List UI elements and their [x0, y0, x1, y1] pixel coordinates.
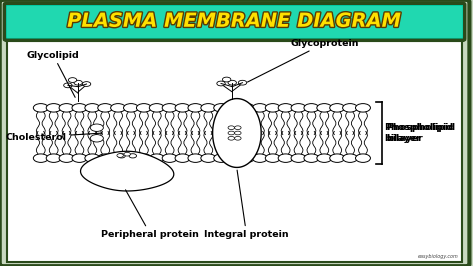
Circle shape [82, 82, 91, 86]
Circle shape [123, 104, 139, 112]
Circle shape [228, 131, 235, 135]
Circle shape [356, 154, 370, 162]
Circle shape [68, 78, 77, 82]
Circle shape [201, 104, 216, 112]
Circle shape [90, 124, 104, 131]
Circle shape [304, 104, 319, 112]
Circle shape [317, 104, 332, 112]
Text: Glycolipid: Glycolipid [27, 51, 79, 97]
Circle shape [265, 104, 280, 112]
Circle shape [64, 83, 72, 88]
Circle shape [235, 136, 241, 140]
Circle shape [317, 154, 332, 162]
Circle shape [342, 154, 358, 162]
Circle shape [162, 104, 177, 112]
Circle shape [59, 104, 74, 112]
Circle shape [278, 104, 293, 112]
Circle shape [46, 104, 61, 112]
Circle shape [304, 154, 319, 162]
Circle shape [217, 81, 225, 86]
Circle shape [238, 80, 247, 85]
Circle shape [59, 154, 74, 162]
Circle shape [33, 154, 48, 162]
Text: easybiology.com: easybiology.com [418, 254, 459, 259]
Circle shape [253, 104, 267, 112]
Circle shape [253, 154, 267, 162]
Circle shape [46, 154, 61, 162]
Circle shape [117, 154, 123, 157]
Text: Peripheral protein: Peripheral protein [102, 190, 199, 239]
Circle shape [214, 104, 228, 112]
Circle shape [239, 154, 254, 162]
Circle shape [72, 154, 87, 162]
Circle shape [188, 104, 203, 112]
Circle shape [239, 104, 254, 112]
Text: PLASMA MEMBRANE DIAGRAM: PLASMA MEMBRANE DIAGRAM [67, 12, 402, 31]
Circle shape [85, 104, 100, 112]
Polygon shape [213, 99, 261, 167]
Circle shape [74, 80, 82, 85]
Circle shape [291, 154, 306, 162]
Text: Cholesterol: Cholesterol [6, 133, 103, 142]
Circle shape [228, 126, 235, 130]
Circle shape [33, 104, 48, 112]
Circle shape [235, 131, 241, 135]
Circle shape [149, 154, 164, 162]
Circle shape [136, 104, 151, 112]
Circle shape [90, 135, 104, 142]
Text: Phospholipid
bilayer: Phospholipid bilayer [386, 123, 455, 143]
Circle shape [72, 104, 87, 112]
Circle shape [265, 154, 280, 162]
Polygon shape [80, 151, 174, 191]
Circle shape [98, 154, 113, 162]
Circle shape [330, 154, 345, 162]
Circle shape [342, 104, 358, 112]
Circle shape [149, 104, 164, 112]
Circle shape [124, 152, 131, 156]
FancyBboxPatch shape [7, 40, 463, 262]
Circle shape [98, 104, 113, 112]
Circle shape [214, 154, 228, 162]
FancyBboxPatch shape [7, 6, 463, 38]
Circle shape [123, 154, 139, 162]
Circle shape [188, 154, 203, 162]
Circle shape [227, 104, 242, 112]
Circle shape [111, 154, 126, 162]
Circle shape [356, 104, 370, 112]
Circle shape [175, 154, 190, 162]
Circle shape [278, 154, 293, 162]
Circle shape [291, 104, 306, 112]
FancyBboxPatch shape [4, 3, 465, 40]
Circle shape [129, 154, 137, 158]
Circle shape [330, 104, 345, 112]
Circle shape [175, 104, 190, 112]
Circle shape [162, 154, 177, 162]
Circle shape [228, 136, 235, 140]
Circle shape [85, 154, 100, 162]
Text: Phospholipid
bilayer: Phospholipid bilayer [384, 123, 453, 143]
Circle shape [227, 154, 242, 162]
Text: Integral protein: Integral protein [204, 170, 289, 239]
Circle shape [228, 80, 236, 85]
Circle shape [111, 104, 126, 112]
Circle shape [118, 154, 125, 158]
Circle shape [136, 154, 151, 162]
Text: Glycoprotein: Glycoprotein [247, 39, 359, 82]
Circle shape [201, 154, 216, 162]
Circle shape [235, 126, 241, 130]
Circle shape [222, 77, 231, 82]
